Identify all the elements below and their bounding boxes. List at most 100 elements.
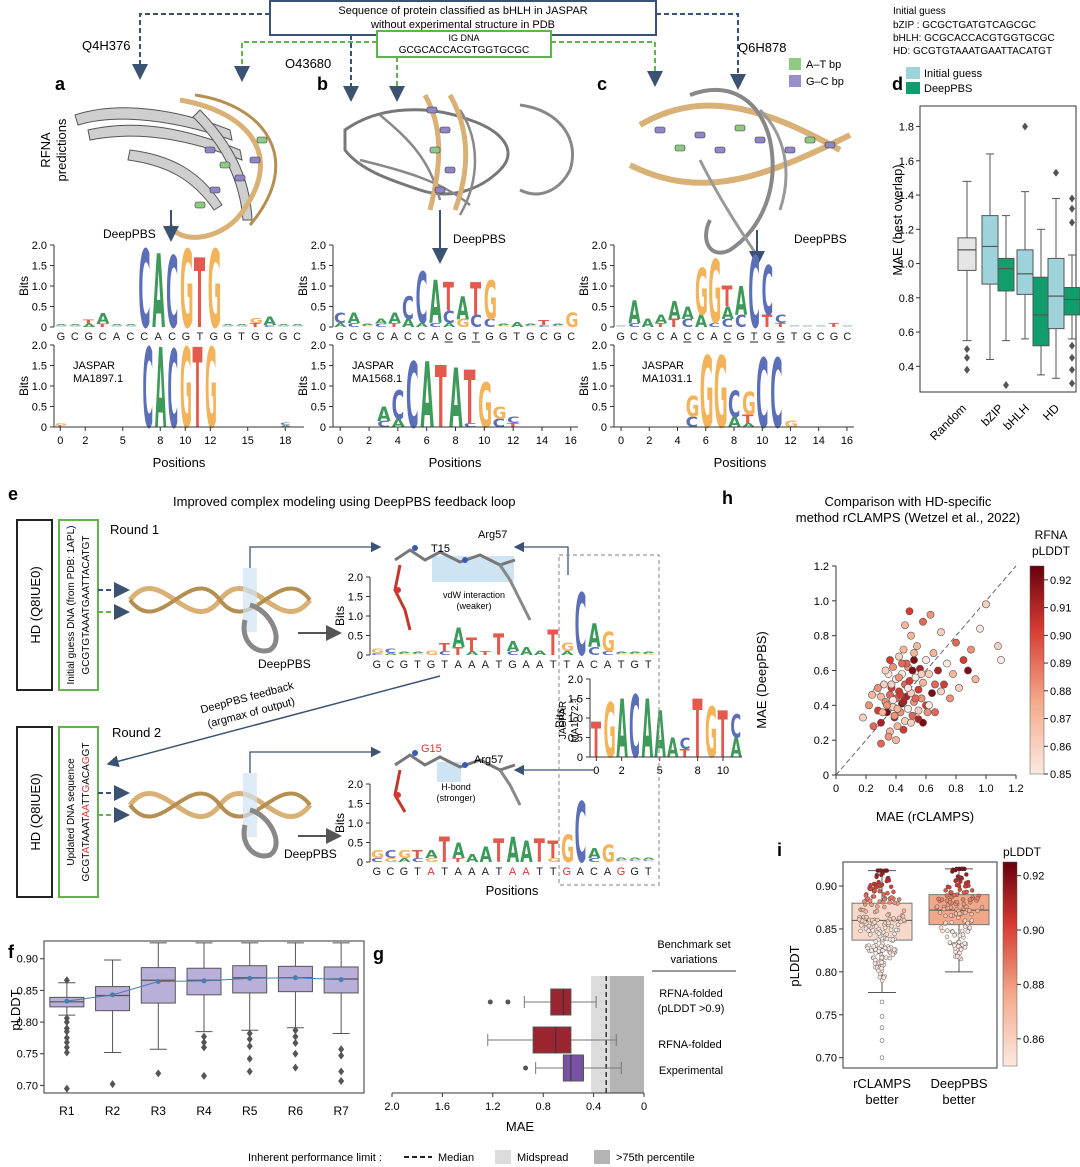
logo-seq-letter: C: [723, 331, 731, 343]
logo-letter-C: C: [291, 325, 303, 326]
deeppbs-label-b: DeepPBS: [453, 232, 506, 246]
logo-letter-G: G: [602, 628, 615, 658]
logo-letter-C: C: [334, 310, 346, 327]
scatter-point: [926, 610, 935, 619]
panel-c-letter: c: [597, 74, 607, 94]
logo-seq-letter: T: [645, 659, 652, 671]
logo-seq-letter: T: [513, 331, 520, 343]
logo-letter-T: T: [538, 319, 550, 327]
logo-letter-C: C: [168, 328, 179, 453]
outlier: [964, 345, 970, 354]
box-R1: [49, 976, 85, 1093]
logo-seq-letter: A: [509, 866, 517, 878]
swarm-point: [895, 922, 901, 927]
box-R4: [186, 942, 222, 1080]
logo-letter-C: C: [722, 317, 734, 330]
logo-letter-G: G: [700, 336, 714, 450]
logo-letter-T: T: [452, 646, 464, 659]
updated-seq-box: [58, 726, 99, 898]
base-pair: [434, 186, 446, 194]
base-pairs-b: [426, 106, 456, 194]
logo-letter-C: C: [575, 787, 587, 883]
outlier: [338, 1076, 345, 1085]
logo-letter-T: T: [439, 642, 451, 655]
logo-ytick-label: 0: [577, 752, 583, 764]
dna-helix-round2: [128, 773, 312, 859]
panel-h-title-l2: method rCLAMPS (Wetzel et al., 2022): [796, 510, 1020, 525]
swarm-point: [954, 899, 960, 905]
cbar-tick-label: 0.88: [1050, 686, 1071, 698]
logo-letter-G: G: [686, 392, 700, 424]
logo-letter-G: G: [561, 641, 574, 654]
swarm-point: [889, 895, 894, 900]
deeppbs-label-c: DeepPBS: [794, 232, 847, 246]
logo-letter-T: T: [249, 322, 261, 328]
logo-seq-letter: G: [526, 331, 535, 343]
logo-ytick-label: 0.5: [568, 733, 583, 745]
cbar-tick-label: 0.90: [1023, 925, 1044, 937]
logo-letter-A: A: [361, 323, 374, 325]
logo-letter-C: C: [402, 290, 414, 326]
logo-letter-A: A: [742, 422, 755, 429]
swarm-point: [883, 955, 889, 960]
panel-d: Initial guess DeepPBS MAE (best overlap)…: [890, 67, 1080, 443]
logo-letter-G: G: [205, 326, 217, 454]
logo-letter-C: C: [588, 646, 600, 659]
logo-ytick-label: 2.0: [311, 240, 326, 252]
base-pair: [754, 136, 766, 144]
logo-letter-A: A: [682, 303, 695, 323]
swarm-point: [874, 874, 879, 880]
logo-letter-A: A: [97, 311, 110, 327]
init-guess-line2: GCGTGTAAATGAATTACATGT: [81, 535, 92, 674]
swarm-point: [961, 890, 967, 895]
outlier: [201, 1071, 207, 1080]
logo-seq-letter: C: [630, 331, 638, 343]
swarm-point: [872, 888, 877, 893]
logo-ytick-label: 0: [601, 322, 607, 334]
ytick-label: 0.85: [17, 985, 38, 997]
logo-letter-A: A: [511, 321, 524, 329]
swarm-point: [901, 908, 907, 913]
scatter-point: [886, 656, 894, 664]
logo-ylabel: Bits: [333, 813, 347, 833]
logo-letter-T: T: [668, 317, 680, 330]
swarm-point: [898, 919, 903, 925]
logo-ytick-label: 1.5: [311, 361, 326, 373]
scatter-point: [919, 718, 927, 727]
panel-d-letter: d: [892, 74, 903, 94]
logo-seq-letter: A: [604, 659, 612, 671]
outlier: [879, 1055, 885, 1060]
logo-ytick-label: 1.0: [592, 381, 607, 393]
logo-b-jaspar-label: JASPAR: [352, 360, 394, 372]
logo-seq-letter: A: [522, 866, 530, 878]
swarm-point: [967, 925, 972, 930]
logo-letter-A: A: [443, 322, 456, 329]
swarm-point: [882, 904, 887, 910]
swarm-point: [957, 866, 962, 872]
logo-seq-letter: A: [577, 866, 585, 878]
swarm-point: [882, 945, 888, 951]
logo-seq-letter: G: [458, 331, 467, 343]
scatter-point: [899, 697, 908, 706]
logo-seq-letter: C: [377, 331, 385, 343]
swarm-point: [957, 887, 963, 892]
logo-letter-C: C: [429, 322, 441, 329]
p75-band: [609, 976, 644, 1093]
swarm-point: [866, 928, 871, 933]
swarm-point: [962, 945, 968, 950]
swarm-point: [888, 884, 894, 889]
legend-gc-label: G–C bp: [806, 76, 844, 88]
logo-letter-C: C: [680, 735, 691, 754]
logo-letter-T: T: [193, 326, 203, 454]
logo-seq-letter: C: [590, 659, 598, 671]
ytick-label: 1.4: [899, 190, 914, 202]
logo-letter-T: T: [194, 239, 205, 350]
logo-seq-letter: G: [617, 866, 626, 878]
logo-letter-T: T: [55, 425, 66, 428]
swarm-point: [859, 923, 864, 928]
logo-ytick-label: 0: [357, 650, 363, 662]
logo-seq-letter: T: [238, 331, 245, 343]
base-pair: [249, 156, 261, 164]
logo-xtick-label: 8: [695, 765, 701, 777]
colorbar-h: [1029, 565, 1045, 775]
